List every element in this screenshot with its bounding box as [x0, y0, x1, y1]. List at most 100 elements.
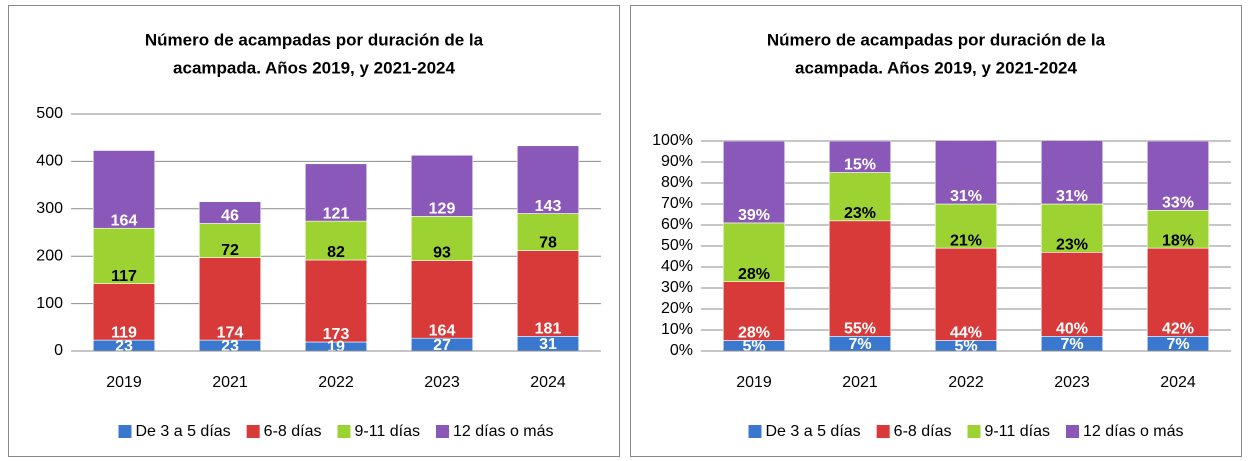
data-label: 15% [844, 157, 876, 174]
bar-segment [410, 154, 474, 217]
y-tick-label: 60% [661, 216, 693, 233]
x-tick-label: 2022 [318, 374, 354, 391]
y-tick-label: 70% [661, 195, 693, 212]
data-label: 21% [950, 232, 982, 249]
x-tick-label: 2019 [736, 374, 772, 391]
x-tick-label: 2021 [212, 374, 248, 391]
legend-swatch [1066, 425, 1080, 438]
data-label: 23% [844, 205, 876, 222]
legend-swatch [748, 425, 762, 438]
y-tick-label: 500 [36, 105, 63, 122]
bar-segment [92, 150, 156, 229]
legend-swatch [246, 425, 260, 438]
data-label: 28% [738, 266, 770, 283]
data-label: 31 [539, 336, 557, 353]
y-tick-label: 300 [36, 200, 63, 217]
bar-segment [1146, 247, 1210, 337]
y-tick-label: 100% [652, 132, 693, 149]
bars [722, 141, 1210, 351]
legend-swatch [876, 425, 890, 438]
chart: Número de acampadas por duración de la ac… [630, 5, 1242, 457]
legend-label: 9-11 días [984, 423, 1050, 440]
bar-segment [1040, 141, 1104, 205]
data-label: 181 [535, 321, 562, 338]
data-label: 7% [1166, 336, 1189, 353]
y-tick-label: 10% [661, 321, 693, 338]
legend: De 3 a 5 días 6-8 días 9-11 días 12 días o … [118, 423, 554, 440]
x-tick-label: 2023 [424, 374, 460, 391]
data-label: 18% [1162, 232, 1194, 249]
y-tick-label: 400 [36, 153, 63, 170]
bar-segment [828, 141, 892, 173]
chart-title: Número de acampadas por duración de la [145, 30, 484, 49]
data-label: 55% [844, 321, 876, 338]
y-tick-label: 100 [36, 295, 63, 312]
bar-segment [1146, 141, 1210, 211]
chart-title: acampada. Años 2019, y 2021-2024 [173, 58, 455, 77]
legend-swatch [967, 425, 981, 438]
legend-swatch [337, 425, 351, 438]
data-label: 129 [429, 201, 456, 218]
bar-segment [410, 260, 474, 339]
bars [92, 145, 580, 351]
legend: De 3 a 5 días 6-8 días 9-11 días 12 días o … [748, 423, 1184, 440]
bar-segment [1146, 210, 1210, 249]
x-tick-label: 2022 [948, 374, 984, 391]
chart-title: acampada. Años 2019, y 2021-2024 [795, 58, 1077, 77]
bar-segment [304, 259, 368, 343]
bar-segment [722, 141, 786, 224]
data-label: 78 [539, 235, 557, 252]
legend-label: 12 días o más [1083, 423, 1184, 440]
data-label: 31% [1056, 188, 1088, 205]
y-tick-label: 50% [661, 237, 693, 254]
bar-segment [198, 201, 262, 224]
bar-segment [828, 172, 892, 222]
y-tick-label: 90% [661, 153, 693, 170]
data-label: 27 [433, 337, 451, 354]
legend-label: 6-8 días [894, 423, 952, 440]
legend-swatch [118, 425, 132, 438]
bar-segment [722, 281, 786, 341]
data-label: 23% [1056, 237, 1088, 254]
bar-segment [722, 222, 786, 282]
bar-segment [92, 227, 156, 284]
legend-swatch [436, 425, 450, 438]
data-label: 7% [848, 336, 871, 353]
y-tick-label: 40% [661, 258, 693, 275]
data-label: 93 [433, 245, 451, 262]
bar-segment [934, 141, 998, 205]
x-tick-label: 2024 [1160, 374, 1196, 391]
bar-segment [828, 220, 892, 337]
legend-label: 12 días o más [453, 423, 554, 440]
data-label: 72 [221, 242, 239, 259]
legend-label: De 3 a 5 días [765, 423, 860, 440]
data-label: 31% [950, 188, 982, 205]
data-label: 143 [535, 198, 562, 215]
y-tick-label: 20% [661, 300, 693, 317]
legend-label: 9-11 días [354, 423, 420, 440]
bar-segment [1040, 252, 1104, 337]
data-label: 121 [323, 205, 350, 222]
data-label: 46 [221, 208, 239, 225]
y-tick-label: 0% [670, 342, 693, 359]
y-tick-label: 200 [36, 247, 63, 264]
data-label: 39% [738, 207, 770, 224]
bar-segment [1040, 203, 1104, 253]
x-tick-label: 2023 [1054, 374, 1090, 391]
chart: Número de acampadas por duración de la ac… [8, 5, 620, 457]
data-label: 164 [111, 212, 138, 229]
chart-title: Número de acampadas por duración de la [767, 30, 1106, 49]
legend-label: 6-8 días [264, 423, 322, 440]
data-label: 164 [429, 322, 456, 339]
y-tick-label: 30% [661, 279, 693, 296]
y-tick-label: 80% [661, 174, 693, 191]
bar-segment [304, 220, 368, 261]
bar-segment [92, 283, 156, 341]
legend-label: De 3 a 5 días [135, 423, 230, 440]
data-label: 82 [327, 244, 345, 261]
data-label: 33% [1162, 195, 1194, 212]
data-label: 42% [1162, 321, 1194, 338]
x-tick-label: 2024 [530, 374, 566, 391]
data-label: 44% [950, 325, 982, 342]
